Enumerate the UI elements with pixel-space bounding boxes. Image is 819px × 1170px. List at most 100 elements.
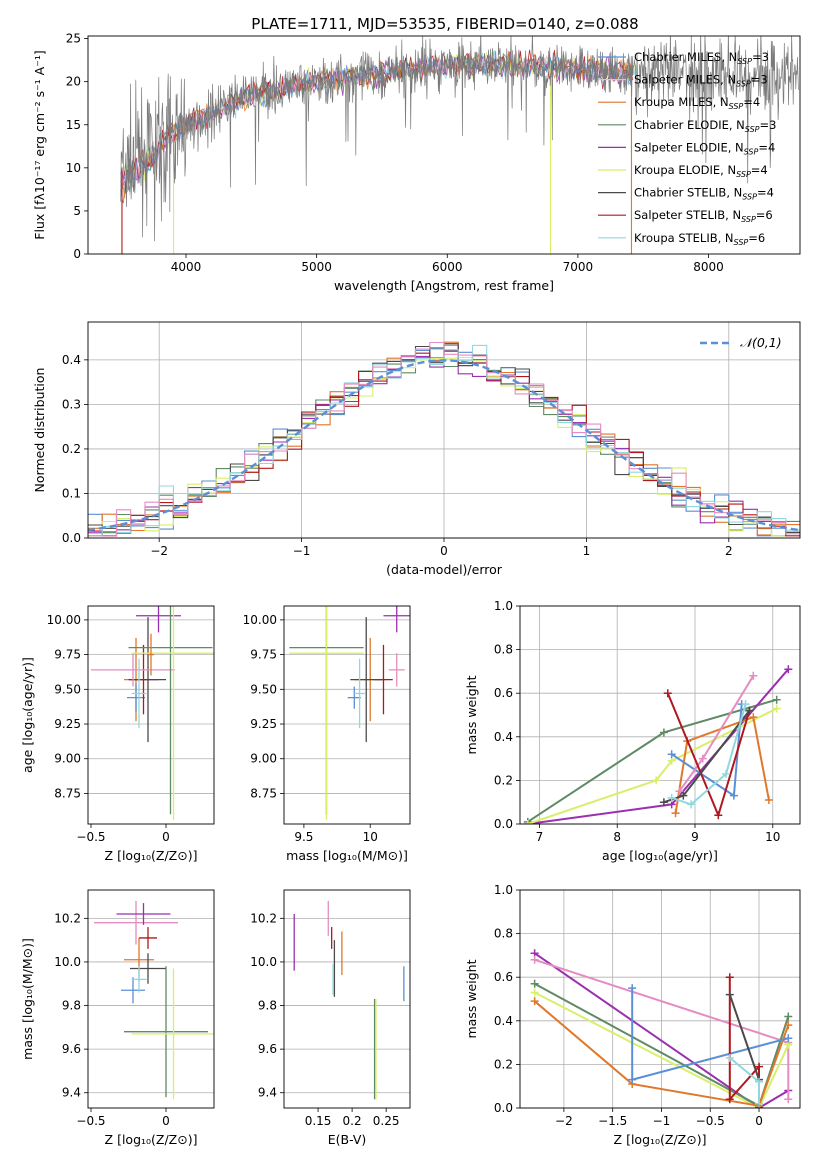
legend-label: Kroupa STELIB, NSSP=6 [634, 231, 765, 247]
x-tick-label: −0.5 [696, 1114, 725, 1128]
weight-line [728, 977, 760, 1108]
x-axis-label: (data-model)/error [386, 562, 503, 577]
mass-vs-Z-axes: −0.5 0 9.4 9.6 9.8 10.0 10.2 Z [log₁₀(Z/Z⊙)] mas… [20, 889, 215, 1147]
y-tick-label: 8.75 [250, 786, 277, 800]
y-axis-label: age [log₁₀(age/yr)] [20, 657, 35, 773]
axes-frame [87, 321, 801, 539]
y-tick-label: 0.2 [494, 1057, 513, 1071]
x-tick-label: 5000 [301, 260, 332, 274]
weight-marker [671, 809, 680, 818]
weight-marker [667, 750, 676, 759]
y-tick-label: 0.4 [62, 353, 81, 367]
y-tick-label: 9.00 [54, 752, 81, 766]
spectrum-data [120, 36, 799, 254]
weight-marker [784, 1095, 793, 1104]
y-tick-label: 9.4 [258, 1086, 277, 1100]
weight-marker [530, 997, 539, 1006]
y-axis-label: Flux [fλ10⁻¹⁷ erg cm⁻² s⁻¹ A⁻¹] [32, 50, 47, 239]
weight-marker [663, 689, 672, 698]
weight-marker [679, 791, 688, 800]
x-tick-label: 7 [536, 830, 544, 844]
weight-marker [725, 1053, 734, 1062]
weight-line [671, 703, 747, 806]
weight-marker [755, 1077, 764, 1086]
y-tick-label: 0.6 [494, 686, 513, 700]
weight-marker [725, 990, 734, 999]
y-tick-label: 0.6 [494, 970, 513, 984]
legend-label: 𝒩(0,1) [740, 335, 782, 350]
x-tick-label: 8000 [693, 260, 724, 274]
y-tick-label: 9.50 [250, 682, 277, 696]
y-tick-label: 9.8 [62, 999, 81, 1013]
legend-label: Salpeter ELODIE, NSSP=4 [634, 140, 775, 156]
axes-frame [87, 605, 215, 825]
x-tick-label: 0 [162, 830, 170, 844]
y-tick-label: 9.4 [62, 1086, 81, 1100]
y-tick-label: 10.00 [47, 613, 81, 627]
x-tick-label: 9.5 [294, 830, 313, 844]
weight-marker [749, 671, 758, 680]
weight-line [534, 991, 790, 1108]
age-vs-mass-axes: 9.5 10 8.75 9.00 9.25 9.50 9.75 10.00 mass [log₁… [243, 605, 411, 863]
x-axis-label: mass [log₁₀(M/M⊙)] [286, 848, 408, 863]
y-tick-label: 10.2 [54, 911, 81, 925]
y-axis-label: mass weight [464, 959, 479, 1038]
axes-frame [87, 35, 801, 255]
y-tick-label: 0 [73, 247, 81, 261]
axes-frame [519, 889, 801, 1109]
x-tick-label: 2 [725, 544, 733, 558]
weight-marker [722, 769, 731, 778]
x-tick-label: 0 [162, 1114, 170, 1128]
y-tick-label: 1.0 [494, 599, 513, 613]
age-vs-mass-data [289, 606, 410, 820]
weight-marker [784, 665, 793, 674]
weight-vs-age-data [523, 665, 793, 824]
y-tick-label: 1.0 [494, 883, 513, 897]
weight-marker [667, 793, 676, 802]
legend-label: Salpeter MILES, NSSP=3 [634, 73, 768, 89]
legend-label: Salpeter STELIB, NSSP=6 [634, 208, 773, 224]
x-axis-label: E(B-V) [328, 1132, 367, 1147]
x-tick-label: −2 [150, 544, 168, 558]
axes-frame [283, 889, 411, 1109]
y-tick-label: 9.8 [258, 999, 277, 1013]
y-tick-label: 0.1 [62, 486, 81, 500]
y-tick-label: 8.75 [54, 786, 81, 800]
weight-line [527, 698, 777, 823]
x-tick-label: 0.15 [305, 1114, 332, 1128]
mass-vs-Z-data [94, 900, 214, 1100]
x-tick-label: −2 [555, 1114, 573, 1128]
weight-vs-Z-axes: −2 −1.5 −1 −0.5 0 0.0 0.2 0.4 0.6 0.8 1.0 Z [log₁₀(… [464, 883, 801, 1147]
weight-marker [741, 700, 750, 709]
weight-marker [749, 713, 758, 722]
legend: Chabrier MILES, NSSP=3 Salpeter MILES, NS… [598, 50, 776, 247]
weight-marker [698, 754, 707, 763]
weight-marker [530, 955, 539, 964]
x-tick-label: −1 [653, 1114, 671, 1128]
legend-label: Chabrier MILES, NSSP=3 [634, 50, 769, 66]
x-axis-label: Z [log₁₀(Z/Z⊙)] [614, 1132, 707, 1147]
weight-marker [530, 979, 539, 988]
mass-vs-ebv-data [293, 900, 405, 1100]
y-tick-label: 9.00 [250, 752, 277, 766]
y-tick-label: 0.2 [494, 773, 513, 787]
weight-marker [729, 791, 738, 800]
x-tick-label: 6000 [432, 260, 463, 274]
y-tick-label: 0.0 [494, 817, 513, 831]
weight-marker [772, 695, 781, 704]
weight-line [534, 952, 789, 1108]
weight-marker [523, 820, 532, 824]
x-tick-label: −1.5 [598, 1114, 627, 1128]
weight-marker [659, 798, 668, 807]
legend-label: Kroupa MILES, NSSP=4 [634, 95, 760, 111]
legend-label: Kroupa ELODIE, NSSP=4 [634, 163, 768, 179]
weight-marker [652, 776, 661, 785]
y-tick-label: 0.8 [494, 643, 513, 657]
y-tick-label: 0.0 [494, 1101, 513, 1115]
y-tick-label: 10.2 [250, 911, 277, 925]
axes-frame [519, 605, 801, 825]
x-axis-label: Z [log₁₀(Z/Z⊙)] [105, 848, 198, 863]
weight-vs-Z-data [530, 949, 793, 1108]
weight-marker [628, 1075, 637, 1084]
